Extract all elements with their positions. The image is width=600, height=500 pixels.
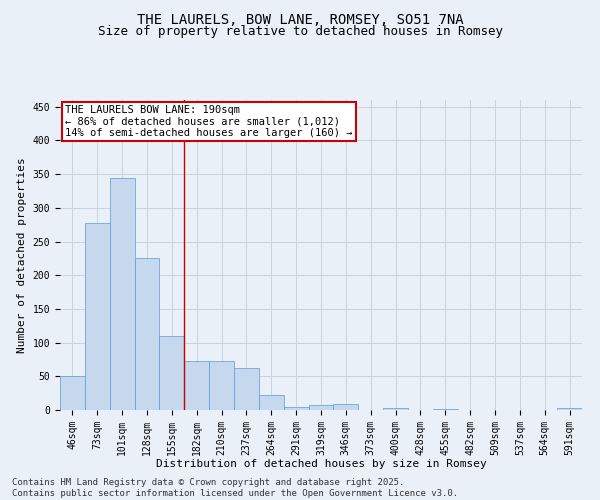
Bar (433, 408, 458, 410)
Bar (557, 408, 582, 410)
Bar (259, 395, 284, 410)
Bar (383, 408, 408, 410)
Bar (60, 376, 85, 410)
Text: Size of property relative to detached houses in Romsey: Size of property relative to detached ho… (97, 25, 503, 38)
Text: Contains HM Land Registry data © Crown copyright and database right 2025.
Contai: Contains HM Land Registry data © Crown c… (12, 478, 458, 498)
Bar (85, 222, 110, 410)
Bar (160, 336, 184, 410)
Bar (308, 406, 334, 410)
Y-axis label: Number of detached properties: Number of detached properties (17, 157, 27, 353)
X-axis label: Distribution of detached houses by size in Romsey: Distribution of detached houses by size … (155, 459, 487, 469)
Bar (110, 178, 134, 410)
Text: THE LAURELS BOW LANE: 190sqm
← 86% of detached houses are smaller (1,012)
14% of: THE LAURELS BOW LANE: 190sqm ← 86% of de… (65, 104, 353, 138)
Bar (334, 404, 358, 410)
Bar (184, 362, 209, 410)
Bar (134, 258, 160, 410)
Bar (284, 406, 308, 410)
Text: THE LAURELS, BOW LANE, ROMSEY, SO51 7NA: THE LAURELS, BOW LANE, ROMSEY, SO51 7NA (137, 12, 463, 26)
Bar (234, 368, 259, 410)
Bar (209, 362, 234, 410)
